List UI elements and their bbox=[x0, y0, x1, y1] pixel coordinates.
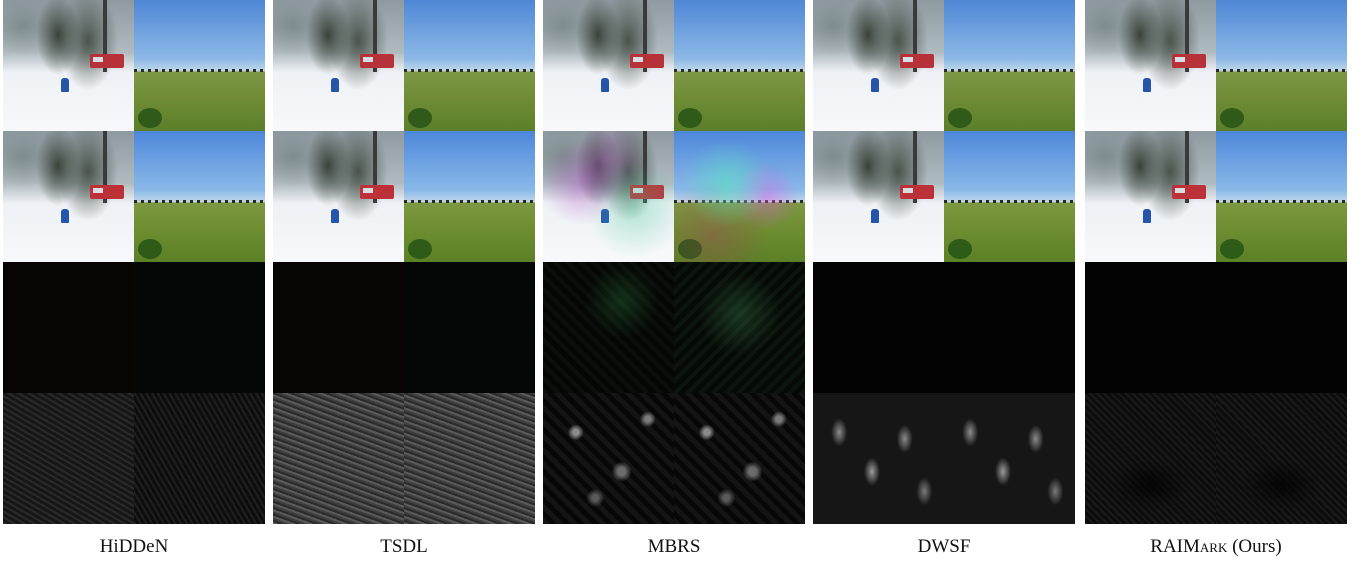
cover-image-field bbox=[674, 0, 805, 131]
cover-image-snow bbox=[1085, 0, 1216, 131]
column-raimark bbox=[1085, 0, 1347, 524]
residual-image-field bbox=[404, 262, 535, 393]
cover-image-snow bbox=[3, 0, 134, 131]
residual-image-field bbox=[1216, 262, 1347, 393]
column-mbrs bbox=[543, 0, 805, 524]
watermarked-image-field bbox=[134, 131, 265, 262]
residual-image-snow bbox=[543, 262, 674, 393]
cover-image-field bbox=[134, 0, 265, 131]
watermarked-image-snow bbox=[273, 131, 404, 262]
caption-suffix: (Ours) bbox=[1227, 536, 1282, 557]
cover-image-field bbox=[1216, 0, 1347, 131]
cover-image-snow bbox=[543, 0, 674, 131]
residual-image-field bbox=[134, 262, 265, 393]
column-tsdl bbox=[273, 0, 535, 524]
image-grid bbox=[1085, 0, 1347, 524]
residual-image-snow bbox=[1085, 262, 1216, 393]
caption-raimark: RAIMARK (Ours) bbox=[1085, 536, 1347, 558]
watermarked-image-field bbox=[404, 131, 535, 262]
cover-image-field bbox=[404, 0, 535, 131]
cover-image-snow bbox=[273, 0, 404, 131]
caption-subscript: ARK bbox=[1199, 540, 1228, 555]
amplified-residual-field bbox=[134, 393, 265, 524]
image-grid bbox=[813, 0, 1075, 524]
amplified-residual-field bbox=[404, 393, 535, 524]
watermarked-image-snow bbox=[1085, 131, 1216, 262]
image-grid bbox=[543, 0, 805, 524]
image-grid bbox=[273, 0, 535, 524]
watermarked-image-field bbox=[674, 131, 805, 262]
amplified-residual-snow bbox=[1085, 393, 1216, 524]
watermarked-image-snow bbox=[543, 131, 674, 262]
watermarked-image-snow bbox=[813, 131, 944, 262]
residual-image-snow bbox=[813, 262, 944, 393]
amplified-residual-field bbox=[1216, 393, 1347, 524]
image-grid bbox=[3, 0, 265, 524]
amplified-residual-field bbox=[944, 393, 1075, 524]
cover-image-snow bbox=[813, 0, 944, 131]
residual-image-field bbox=[674, 262, 805, 393]
caption-dwsf: DWSF bbox=[917, 536, 971, 557]
column-dwsf bbox=[813, 0, 1075, 524]
watermarked-image-snow bbox=[3, 131, 134, 262]
residual-image-field bbox=[944, 262, 1075, 393]
amplified-residual-snow bbox=[273, 393, 404, 524]
amplified-residual-snow bbox=[813, 393, 944, 524]
caption-main: RAIM bbox=[1150, 536, 1200, 557]
caption-hidden: HiDDeN bbox=[99, 536, 169, 557]
cover-image-field bbox=[944, 0, 1075, 131]
amplified-residual-snow bbox=[543, 393, 674, 524]
watermarked-image-field bbox=[944, 131, 1075, 262]
caption-mbrs: MBRS bbox=[647, 536, 701, 557]
caption-tsdl: TSDL bbox=[380, 536, 428, 557]
residual-image-snow bbox=[273, 262, 404, 393]
amplified-residual-snow bbox=[3, 393, 134, 524]
watermarked-image-field bbox=[1216, 131, 1347, 262]
column-hidden bbox=[3, 0, 265, 524]
amplified-residual-field bbox=[674, 393, 805, 524]
residual-image-snow bbox=[3, 262, 134, 393]
